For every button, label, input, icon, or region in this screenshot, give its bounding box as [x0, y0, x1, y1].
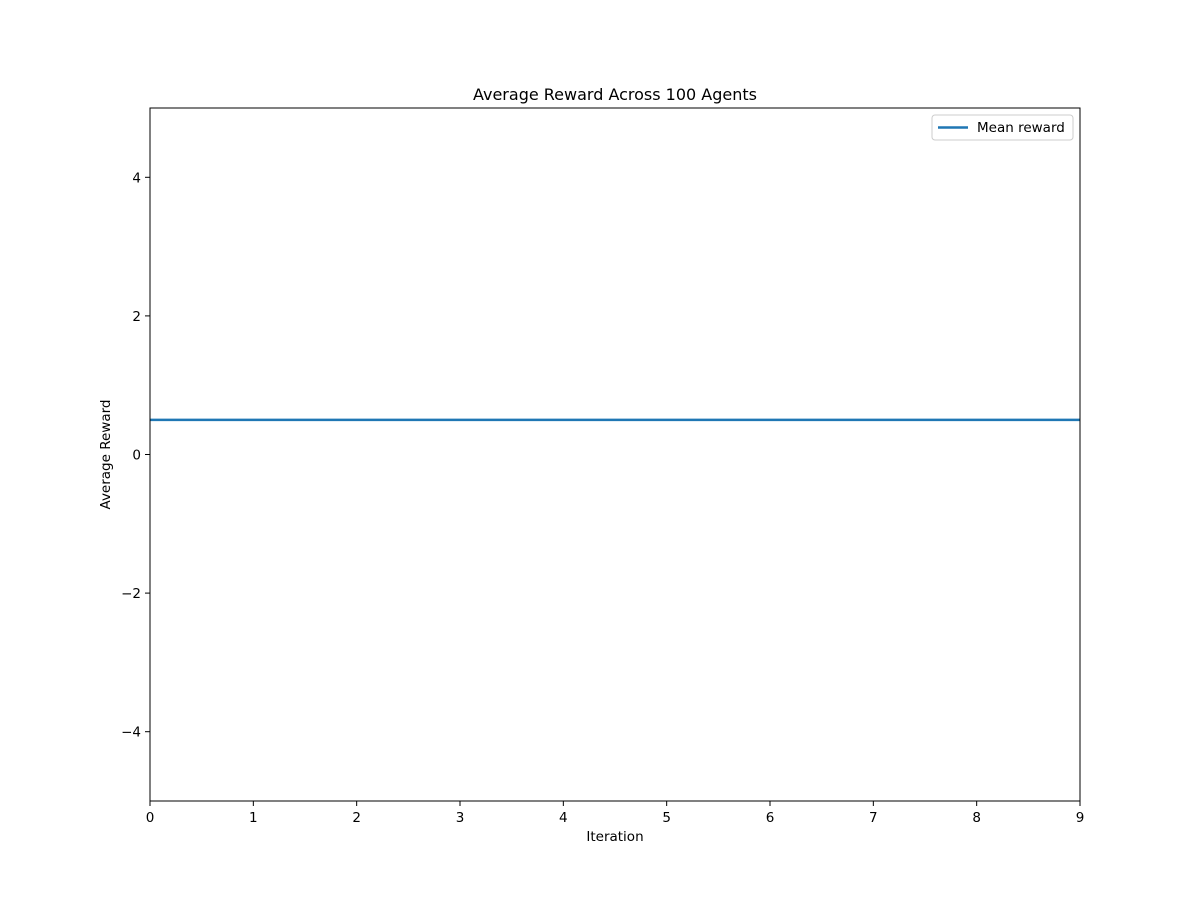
y-axis-ticks: −4 −2 0 2 4 — [121, 170, 150, 741]
x-axis-ticks: 0 1 2 3 4 5 6 7 8 9 — [146, 801, 1085, 826]
x-tick-label: 7 — [869, 810, 878, 826]
x-tick-label: 1 — [249, 810, 258, 826]
x-tick-label: 6 — [766, 810, 775, 826]
x-tick-label: 9 — [1076, 810, 1085, 826]
y-axis-label: Average Reward — [98, 399, 114, 509]
legend: Mean reward — [931, 114, 1074, 141]
y-tick-label: 0 — [132, 448, 141, 464]
y-tick-label: 4 — [132, 170, 141, 186]
x-tick-label: 5 — [662, 810, 671, 826]
chart-title: Average Reward Across 100 Agents — [473, 85, 757, 104]
x-tick-label: 8 — [972, 810, 981, 826]
x-tick-label: 4 — [559, 810, 568, 826]
x-tick-label: 0 — [146, 810, 155, 826]
x-tick-label: 2 — [352, 810, 361, 826]
y-tick-label: 2 — [132, 309, 141, 325]
legend-label: Mean reward — [977, 120, 1065, 136]
y-tick-label: −4 — [121, 725, 141, 741]
x-axis-label: Iteration — [586, 829, 643, 845]
plot-area — [150, 108, 1080, 801]
x-tick-label: 3 — [456, 810, 465, 826]
y-tick-label: −2 — [121, 586, 141, 602]
legend-box — [931, 114, 1074, 141]
